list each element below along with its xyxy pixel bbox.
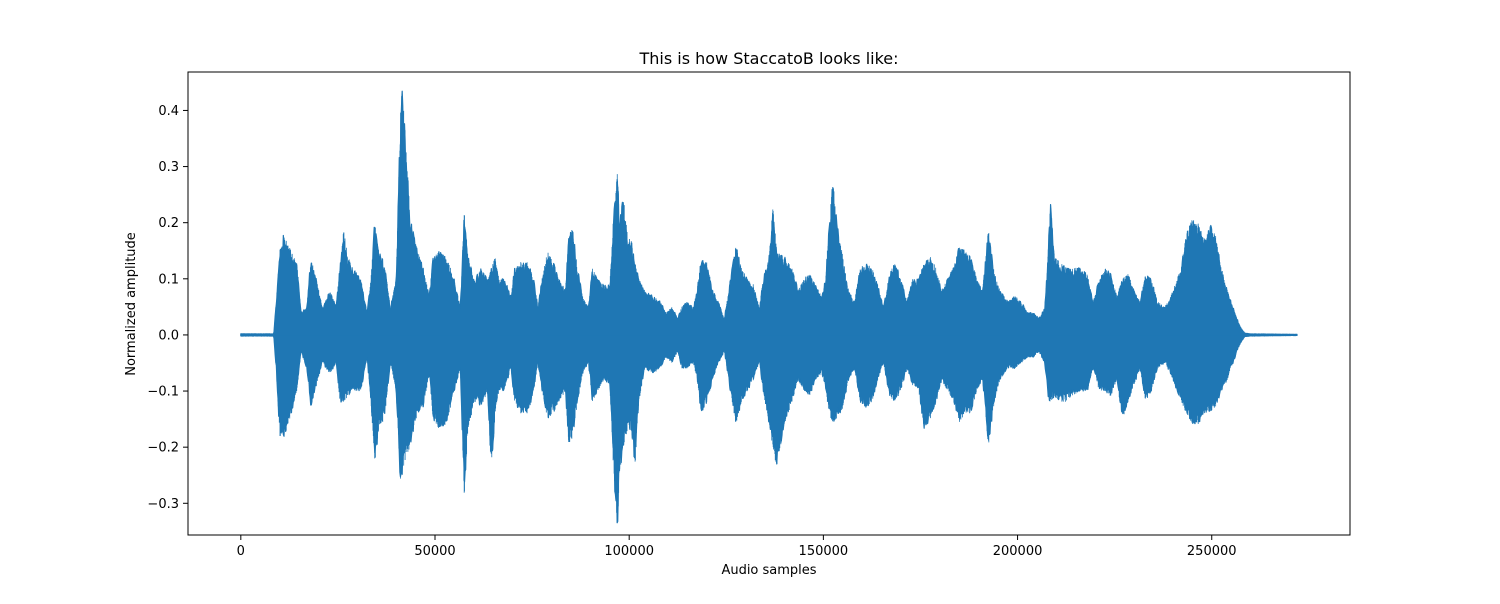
y-tick-label: 0.4 bbox=[158, 104, 179, 119]
y-tick-label: −0.3 bbox=[147, 497, 179, 512]
y-tick-label: −0.2 bbox=[147, 441, 179, 456]
y-axis-label: Normalized amplitude bbox=[124, 232, 139, 376]
plot-area bbox=[240, 90, 1298, 524]
y-tick-label: 0.1 bbox=[158, 272, 179, 287]
y-axis-ticks: −0.3 −0.2 −0.1 0.0 0.1 0.2 0.3 0.4 bbox=[147, 104, 188, 512]
x-axis-label: Audio samples bbox=[721, 563, 816, 578]
axes-frame bbox=[187, 71, 1351, 536]
chart-title: This is how StaccatoB looks like: bbox=[638, 49, 898, 68]
x-tick-label: 200000 bbox=[993, 544, 1043, 559]
x-tick-label: 250000 bbox=[1187, 544, 1237, 559]
y-tick-label: 0.0 bbox=[158, 328, 179, 343]
x-tick-label: 100000 bbox=[604, 544, 654, 559]
y-tick-label: 0.3 bbox=[158, 160, 179, 175]
x-axis-ticks: 0 50000 100000 150000 200000 250000 bbox=[237, 535, 1237, 559]
y-tick-label: 0.2 bbox=[158, 216, 179, 231]
y-tick-label: −0.1 bbox=[147, 385, 179, 400]
x-tick-label: 150000 bbox=[799, 544, 849, 559]
x-tick-label: 0 bbox=[237, 544, 245, 559]
x-tick-label: 50000 bbox=[414, 544, 455, 559]
